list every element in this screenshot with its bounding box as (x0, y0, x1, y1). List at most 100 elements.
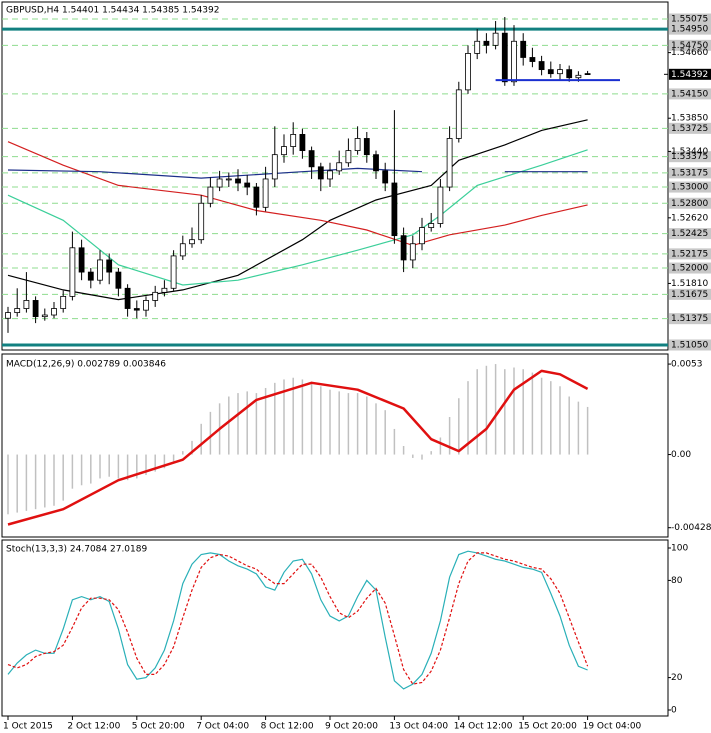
candle-body (373, 154, 379, 172)
candle-body (97, 259, 103, 281)
candle-body (253, 186, 260, 208)
candle-body (354, 138, 361, 152)
candle-body (308, 150, 315, 168)
candle-body (244, 182, 251, 188)
candle-body (69, 247, 76, 297)
candle-body (271, 154, 278, 180)
level-label-bg (669, 151, 711, 163)
x-tick-label: 8 Oct 12:00 (261, 722, 314, 732)
candle-body (179, 243, 186, 257)
main-panel-frame (1, 1, 669, 351)
level-label: 1.55075 (671, 15, 708, 25)
level-label-bg (669, 181, 711, 193)
candle-body (133, 308, 140, 311)
y-tick-label: 0.0053 (671, 360, 703, 370)
level-label: 1.52175 (671, 249, 708, 259)
candle-body (23, 300, 30, 309)
moving-average (7, 167, 588, 179)
candle-body (575, 74, 582, 79)
level-label-bg (669, 262, 711, 274)
main-title: GBPUSD,H4 1.54401 1.54434 1.54385 1.5439… (6, 6, 219, 16)
y-tick-label: 1.53440 (671, 147, 708, 157)
level-label: 1.53725 (671, 124, 708, 134)
x-tick-label: 14 Oct 12:00 (454, 722, 513, 732)
level-label: 1.53000 (671, 183, 708, 193)
moving-average (7, 119, 588, 301)
candle-body (327, 170, 333, 180)
y-tick-label: 1.52620 (671, 213, 708, 223)
candle-body (32, 300, 39, 318)
level-label: 1.52000 (671, 264, 708, 274)
y-tick-label: 0.00 (671, 450, 691, 460)
level-label: 1.51375 (671, 314, 708, 324)
candle-body (400, 235, 407, 261)
candle-body (437, 186, 444, 224)
level-label-bg (669, 313, 711, 325)
candle-body (5, 312, 11, 319)
y-tick-label: 20 (671, 673, 683, 683)
level-label: 1.52800 (671, 199, 708, 209)
candle-body (566, 69, 573, 79)
candle-body (189, 239, 195, 245)
candle-body (41, 314, 48, 318)
candle-body (465, 53, 471, 91)
level-label: 1.51675 (671, 290, 708, 300)
candle-body (409, 243, 416, 261)
macd-panel-frame (1, 353, 669, 538)
candle-body (14, 308, 21, 313)
stoch-signal (7, 552, 589, 685)
candle-body (492, 32, 499, 46)
level-label: 1.54750 (671, 41, 708, 51)
level-label-bg (669, 248, 711, 260)
y-tick-label: 1.51810 (671, 279, 708, 289)
candle-body (419, 227, 425, 245)
x-tick-label: 5 Oct 20:00 (132, 722, 185, 732)
candle-body (584, 73, 591, 75)
x-tick-label: 19 Oct 04:00 (583, 722, 642, 732)
level-label-bg (669, 88, 711, 100)
candle-body (446, 138, 453, 188)
y-tick-label: 100 (671, 544, 688, 554)
x-tick-label: 9 Oct 20:00 (325, 722, 378, 732)
level-label-bg (669, 288, 711, 300)
level-label: 1.52425 (671, 229, 708, 239)
line-label: 1.51050 (671, 340, 708, 350)
candle-body (474, 40, 481, 54)
candle-body (455, 89, 462, 139)
y-tick-label: 1.54660 (671, 48, 708, 58)
stoch-title: Stoch(13,3,3) 24.7084 27.0189 (6, 545, 147, 555)
candle-body (225, 178, 232, 181)
last-price-bg (669, 68, 711, 80)
x-tick-label: 13 Oct 04:00 (389, 722, 448, 732)
level-label-bg (669, 228, 711, 240)
level-label-bg (669, 167, 711, 179)
candle-body (363, 138, 370, 156)
last-price-label: 1.54392 (671, 70, 708, 80)
level-label-bg (669, 197, 711, 209)
candle-body (60, 295, 67, 309)
y-tick-label: 0 (671, 706, 677, 716)
candle-body (501, 32, 508, 83)
candle-body (428, 223, 435, 228)
candle-body (170, 255, 177, 289)
candle-body (51, 308, 57, 316)
candle-body (317, 166, 324, 180)
candle-body (143, 300, 149, 311)
line-label-bg (669, 23, 711, 35)
candle-body (520, 40, 527, 58)
x-tick-label: 7 Oct 04:00 (196, 722, 249, 732)
candle-body (216, 178, 223, 188)
candle-body (391, 182, 398, 237)
candle-body (87, 271, 94, 281)
candle-body (78, 247, 85, 273)
level-label: 1.54150 (671, 89, 708, 99)
macd-signal (7, 369, 589, 526)
candle-body (106, 259, 113, 273)
macd-title: MACD(12,26,9) 0.002789 0.003846 (6, 360, 166, 370)
candle-body (299, 134, 306, 152)
candle-body (115, 271, 122, 289)
candle-body (281, 146, 287, 156)
candle-body (538, 61, 545, 71)
